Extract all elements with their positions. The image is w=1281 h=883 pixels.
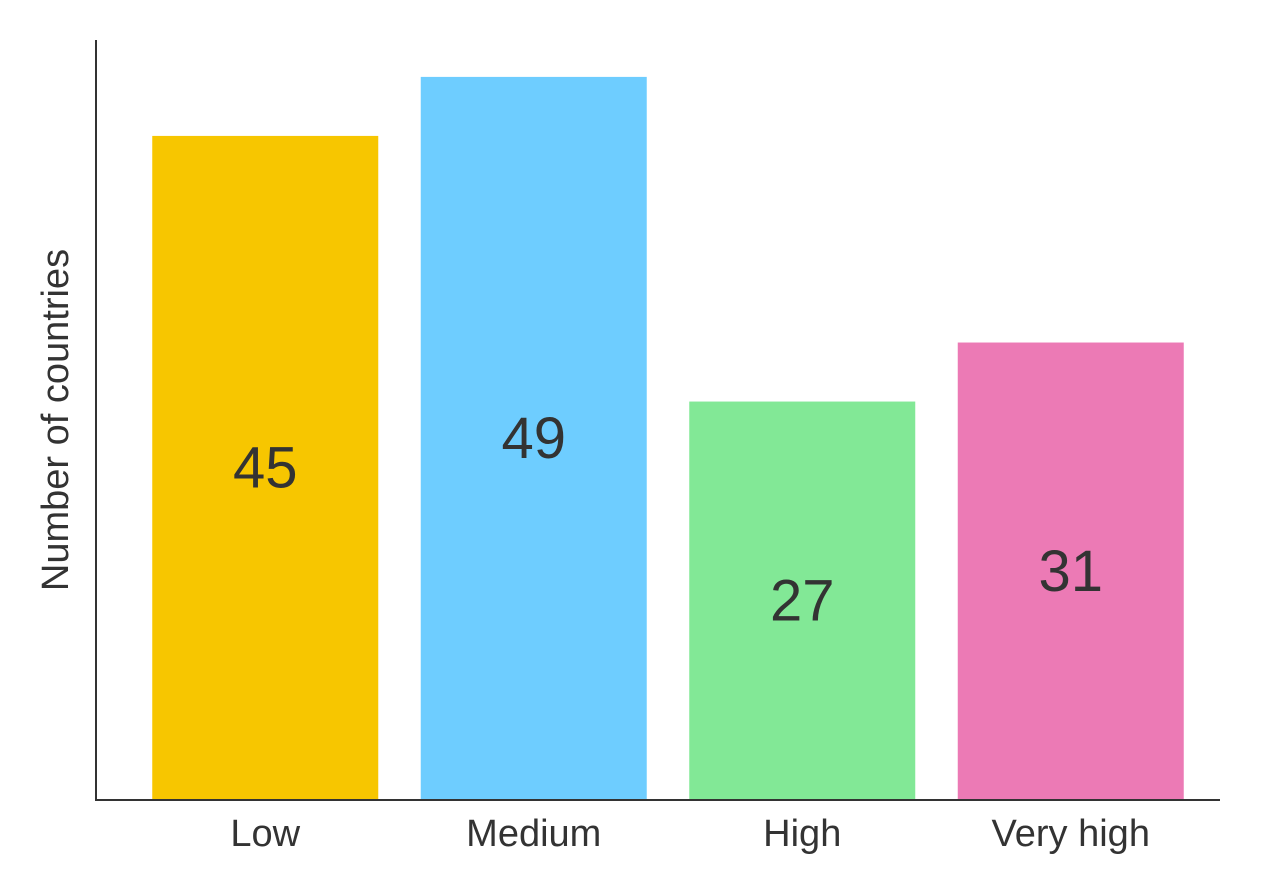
y-axis-label: Number of countries [35,249,77,591]
bars [152,76,1184,801]
bar-value-label: 31 [1038,539,1103,604]
category-label: Very high [992,813,1150,855]
category-label: Low [230,813,300,855]
bar-value-label: 49 [501,406,566,471]
category-label: Medium [466,813,601,855]
bar-high [689,401,916,800]
bar-value-label: 27 [770,568,835,633]
bar-medium [420,76,647,801]
bar-value-label: 45 [233,435,298,500]
bar-very-high [957,342,1184,800]
category-label: High [763,813,841,855]
bar-value-labels: 45 49 27 31 [233,406,1103,633]
category-labels: Low Medium High Very high [230,813,1150,855]
bar-low [152,135,379,800]
